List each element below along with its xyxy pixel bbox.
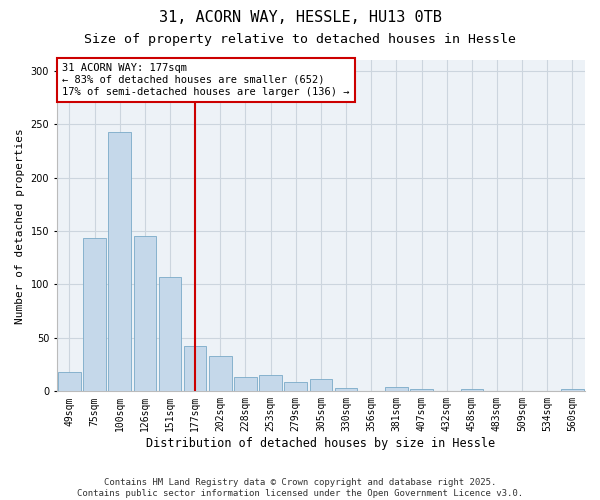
Bar	[410, 389, 433, 392]
Bar	[284, 382, 307, 392]
Bar	[158, 277, 181, 392]
Text: Contains HM Land Registry data © Crown copyright and database right 2025.
Contai: Contains HM Land Registry data © Crown c…	[77, 478, 523, 498]
Bar	[184, 346, 206, 392]
Bar	[83, 238, 106, 392]
Bar	[134, 236, 156, 392]
Bar	[209, 356, 232, 392]
X-axis label: Distribution of detached houses by size in Hessle: Distribution of detached houses by size …	[146, 437, 496, 450]
Bar	[385, 387, 407, 392]
Bar	[310, 378, 332, 392]
Text: 31, ACORN WAY, HESSLE, HU13 0TB: 31, ACORN WAY, HESSLE, HU13 0TB	[158, 10, 442, 25]
Text: Size of property relative to detached houses in Hessle: Size of property relative to detached ho…	[84, 32, 516, 46]
Bar	[234, 378, 257, 392]
Bar	[109, 132, 131, 392]
Y-axis label: Number of detached properties: Number of detached properties	[15, 128, 25, 324]
Bar	[259, 376, 282, 392]
Bar	[335, 388, 358, 392]
Bar	[58, 372, 81, 392]
Bar	[461, 389, 483, 392]
Bar	[561, 389, 584, 392]
Text: 31 ACORN WAY: 177sqm
← 83% of detached houses are smaller (652)
17% of semi-deta: 31 ACORN WAY: 177sqm ← 83% of detached h…	[62, 64, 350, 96]
